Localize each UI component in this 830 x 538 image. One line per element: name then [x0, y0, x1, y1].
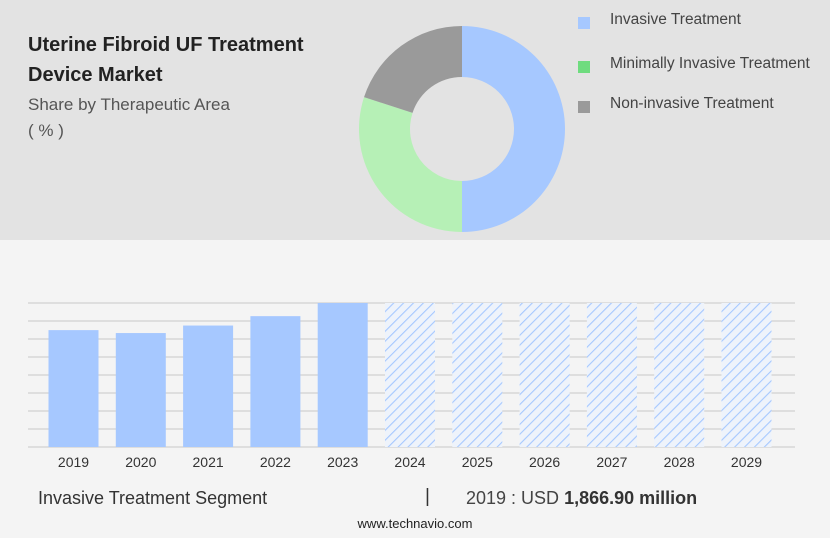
bar-2025 — [452, 303, 503, 447]
bar-2020 — [115, 333, 166, 447]
chart-title: Uterine Fibroid UF Treatment Device Mark… — [28, 34, 304, 86]
donut-slice-minimally-invasive — [359, 97, 462, 232]
footer-segment-label: Invasive Treatment Segment — [38, 488, 268, 508]
bar-2028 — [654, 303, 705, 447]
bar-2029 — [721, 303, 772, 447]
x-tick-label-2026: 2026 — [529, 454, 560, 470]
bar-2022 — [250, 316, 301, 447]
legend-label-minimally-invasive: Minimally Invasive Treatment — [610, 55, 810, 72]
x-tick-label-2029: 2029 — [731, 454, 762, 470]
website-link[interactable]: www.technavio.com — [357, 516, 473, 531]
footer-value-prefix: 2019 : USD — [466, 488, 560, 508]
bar-2021 — [183, 325, 234, 447]
bar-2026 — [519, 303, 570, 447]
footer-value: 2019 : USD 1,866.90 million — [466, 488, 697, 509]
chart-unit: ( % ) — [28, 121, 64, 140]
x-tick-label-2021: 2021 — [193, 454, 224, 470]
x-tick-label-2019: 2019 — [58, 454, 89, 470]
x-tick-label-2028: 2028 — [664, 454, 695, 470]
legend-label-invasive: Invasive Treatment — [610, 11, 741, 28]
bar-2023 — [317, 303, 368, 447]
x-tick-label-2027: 2027 — [596, 454, 627, 470]
legend-swatch-non-invasive — [578, 101, 590, 113]
footer-value-amount: 1,866.90 million — [564, 488, 698, 508]
donut-slice-non-invasive — [364, 26, 462, 113]
legend-swatch-invasive — [578, 17, 590, 29]
legend-swatch-minimally-invasive — [578, 61, 590, 73]
bar-2019 — [48, 330, 99, 447]
bar-chart: 2019 2020 2021 2022 2023 2024 2025 2026 2027 2028… — [28, 302, 795, 470]
legend-label-non-invasive: Non-invasive Treatment — [610, 95, 774, 112]
x-tick-label-2025: 2025 — [462, 454, 493, 470]
donut-slice-invasive — [462, 26, 565, 232]
bar-2027 — [586, 303, 637, 447]
chart-subtitle: Share by Therapeutic Area — [28, 95, 230, 114]
donut-chart — [359, 26, 565, 232]
x-tick-label-2020: 2020 — [125, 454, 156, 470]
footer-separator: | — [425, 486, 430, 507]
bar-2024 — [385, 303, 435, 447]
x-tick-label-2024: 2024 — [394, 454, 425, 470]
x-tick-label-2022: 2022 — [260, 454, 291, 470]
x-tick-label-2023: 2023 — [327, 454, 358, 470]
